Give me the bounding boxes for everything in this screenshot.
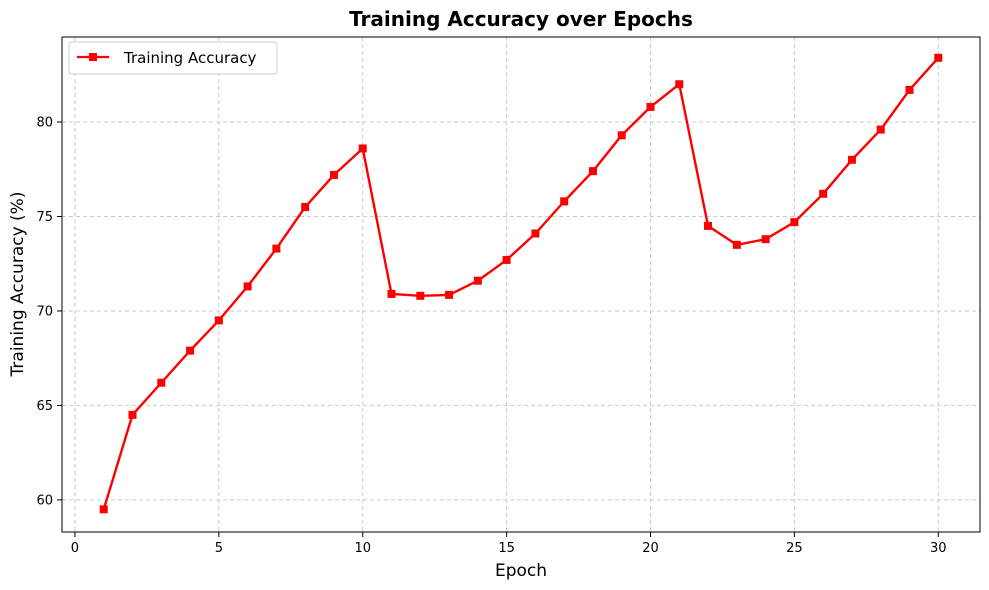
data-point-marker: [876, 125, 885, 134]
x-tick-label: 5: [215, 541, 223, 556]
legend-marker-swatch: [89, 53, 97, 61]
y-tick-label: 75: [36, 210, 53, 225]
data-point-marker: [128, 410, 137, 419]
y-axis-label: Training Accuracy (%): [8, 192, 28, 378]
data-point-marker: [416, 291, 425, 300]
data-point-marker: [502, 255, 511, 264]
legend-box: [68, 41, 278, 75]
data-point-marker: [934, 53, 943, 62]
x-tick-label: 30: [930, 541, 947, 556]
y-tick-label: 60: [36, 493, 53, 508]
data-point-marker: [329, 170, 338, 179]
data-point-marker: [588, 167, 597, 176]
data-point-marker: [99, 505, 108, 514]
data-point-marker: [732, 240, 741, 249]
data-point-marker: [617, 131, 626, 140]
legend: Training Accuracy: [68, 41, 278, 75]
data-point-marker: [445, 290, 454, 299]
x-tick-label: 15: [498, 541, 515, 556]
data-point-marker: [819, 189, 828, 198]
legend-label: Training Accuracy: [123, 49, 257, 67]
y-tick-label: 65: [36, 399, 53, 414]
data-point-marker: [905, 85, 914, 94]
data-point-marker: [387, 289, 396, 298]
data-point-marker: [646, 102, 655, 111]
chart-title: Training Accuracy over Epochs: [349, 7, 693, 31]
data-point-marker: [704, 221, 713, 230]
data-point-marker: [531, 229, 540, 238]
data-point-marker: [358, 144, 367, 153]
data-point-marker: [761, 235, 770, 244]
plot-frame: [61, 36, 981, 533]
series-layer: [99, 53, 943, 514]
data-point-marker: [243, 282, 252, 291]
data-point-marker: [847, 155, 856, 164]
data-point-marker: [301, 203, 310, 212]
x-tick-label: 0: [71, 541, 79, 556]
y-tick-label: 80: [36, 116, 53, 131]
series-line: [102, 56, 940, 510]
x-tick-label: 20: [642, 541, 659, 556]
data-point-marker: [272, 244, 281, 253]
x-tick-label: 10: [354, 541, 371, 556]
data-point-marker: [675, 80, 684, 89]
data-point-marker: [214, 316, 223, 325]
grid-layer: [62, 37, 980, 532]
data-point-marker: [473, 276, 482, 285]
y-tick-label: 70: [36, 304, 53, 319]
data-point-marker: [157, 378, 166, 387]
data-point-marker: [560, 197, 569, 206]
tick-layer: 0 5 10 15 20 25 30 60 65 70 75 80: [36, 116, 946, 556]
data-point-marker: [790, 218, 799, 227]
x-tick-label: 25: [786, 541, 803, 556]
data-point-marker: [186, 346, 195, 355]
x-axis-label: Epoch: [495, 561, 547, 581]
